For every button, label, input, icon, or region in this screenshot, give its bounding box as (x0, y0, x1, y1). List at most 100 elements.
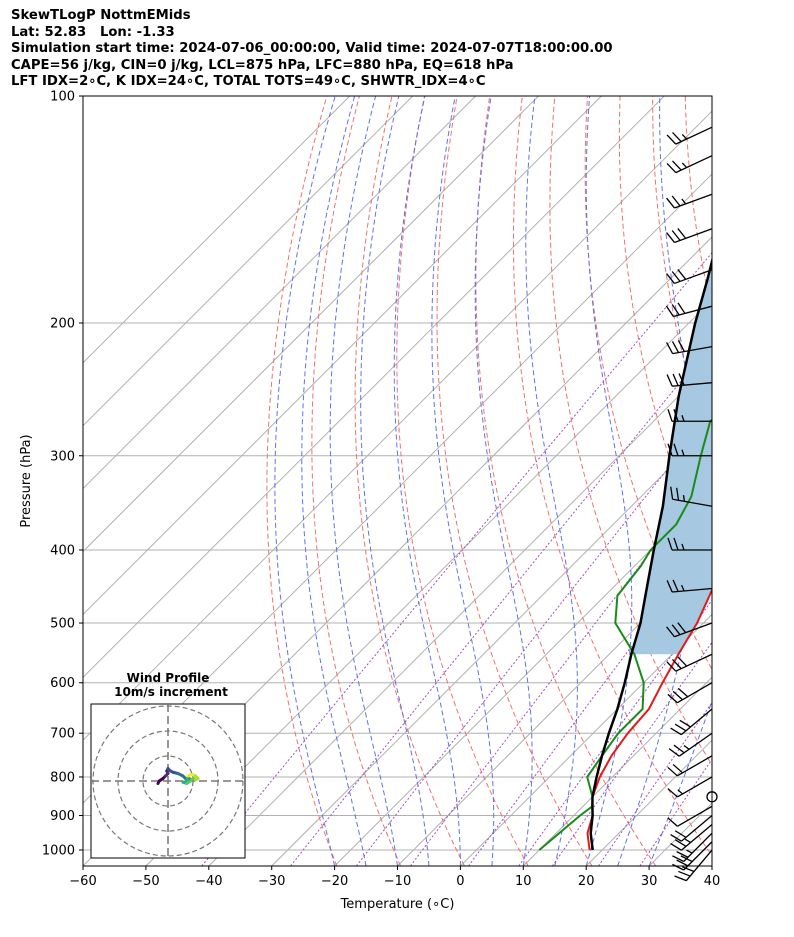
barb-staff (675, 653, 713, 672)
dry-adiabat-line (311, 96, 402, 866)
x-tick-label: −60 (69, 874, 96, 889)
cape-area (631, 261, 712, 655)
mixing-ratio-line (551, 641, 712, 866)
barb-flag (678, 373, 685, 386)
dry-adiabat-line (584, 96, 712, 671)
isotherm-line (711, 865, 712, 866)
barb-staff (672, 382, 713, 387)
barb-flag (674, 875, 687, 882)
barb-flag (677, 269, 687, 280)
barb-flag (672, 160, 682, 171)
moist-adiabat-line (474, 96, 533, 866)
dry-adiabat-line (783, 96, 794, 866)
barb-flag (671, 230, 681, 241)
barb-flag (666, 273, 675, 284)
x-tick-label: 30 (641, 874, 658, 889)
isotherm-line (83, 96, 602, 616)
barb-flag (667, 817, 678, 827)
barb-half-flag (681, 543, 685, 551)
y-tick-label: 700 (50, 727, 75, 742)
barb-staff (680, 708, 713, 736)
wind-barb (667, 755, 713, 777)
isotherm-line (83, 96, 476, 490)
x-tick-label: 40 (704, 874, 721, 889)
dry-adiabat-line (750, 96, 794, 866)
time-text: Simulation start time: 2024-07-06_00:00:… (11, 41, 613, 57)
barb-flag (672, 763, 683, 774)
axes: −60 −50 −40 −30 −20 −10 0 10 20 30 40 100 200 300 400 5… (19, 90, 720, 913)
x-tick-label: −10 (384, 874, 411, 889)
dry-adiabat-line (549, 96, 712, 766)
wind-barb (667, 805, 713, 827)
wind-barb (666, 579, 713, 593)
moist-adiabat-line (617, 96, 699, 866)
barb-flag (681, 866, 695, 873)
barb-flag (676, 487, 680, 501)
isotherm-line (145, 299, 712, 866)
isotherm-line (460, 613, 712, 866)
y-tick-label: 900 (50, 809, 75, 824)
barb-flag (677, 228, 687, 239)
barb-flag (671, 624, 681, 636)
moist-adiabat-line (525, 96, 578, 866)
barb-flag (667, 537, 673, 551)
cape-text: CAPE=56 j/kg, CIN=0 j/kg, LCL=875 hPa, L… (11, 57, 514, 73)
barb-flag (677, 687, 689, 698)
moist-adiabat-line (274, 96, 336, 866)
barb-flag (672, 855, 685, 863)
mixing-ratio-line (409, 472, 712, 866)
barb-staff (685, 849, 713, 882)
dry-adiabat-line (718, 96, 794, 866)
barb-staff (683, 832, 713, 862)
barb-flag (672, 373, 679, 386)
barb-flag (676, 851, 689, 858)
hodograph-subtitle: 10m/s increment (114, 685, 228, 699)
barb-flag (666, 134, 677, 145)
isotherm-line (334, 487, 712, 866)
barb-staff (677, 682, 713, 704)
isotherm-line (83, 96, 351, 364)
barb-flag (672, 690, 683, 701)
mixing-ratio-line (355, 412, 712, 866)
x-tick-label: 10 (515, 874, 532, 889)
wind-barb (670, 823, 713, 851)
isotherm-line (83, 96, 539, 553)
y-tick-label: 400 (50, 543, 75, 558)
wind-barb (674, 849, 713, 882)
location-text: Lat: 52.83 Lon: -1.33 (11, 24, 175, 40)
moist-adiabat-line (431, 96, 495, 866)
moist-adiabat-line (393, 96, 461, 866)
hodograph-title: Wind Profile (127, 671, 210, 685)
dewpoint-line (538, 418, 712, 851)
barb-half-flag (677, 789, 683, 795)
hodograph-trace-segment (186, 773, 192, 778)
y-tick-label: 100 (50, 90, 75, 105)
barb-flag (665, 305, 674, 317)
moist-adiabat-line (648, 699, 712, 866)
dry-adiabat-line (354, 96, 465, 866)
barb-half-flag (686, 849, 693, 854)
wind-barb (670, 815, 713, 842)
wind-barb (668, 732, 713, 757)
barb-flag (679, 719, 691, 728)
x-tick-label: −30 (258, 874, 285, 889)
barb-staff (675, 155, 713, 174)
barb-flag (670, 843, 682, 851)
barb-flag (667, 443, 673, 456)
barb-flag (678, 870, 691, 877)
isotherm-line (522, 676, 712, 866)
barb-flag (674, 839, 687, 847)
barb-flag (670, 727, 682, 736)
moist-adiabat-line (585, 96, 633, 866)
wind-barb (667, 409, 712, 422)
barb-flag (666, 232, 675, 243)
wind-barb (666, 155, 713, 174)
dry-adiabat-line (618, 96, 712, 569)
wind-barb (670, 708, 713, 736)
wind-barb (667, 776, 713, 798)
temperature-line (586, 587, 712, 851)
y-tick-label: 600 (50, 676, 75, 691)
barb-flag (671, 341, 680, 353)
barb-flag (666, 162, 677, 174)
